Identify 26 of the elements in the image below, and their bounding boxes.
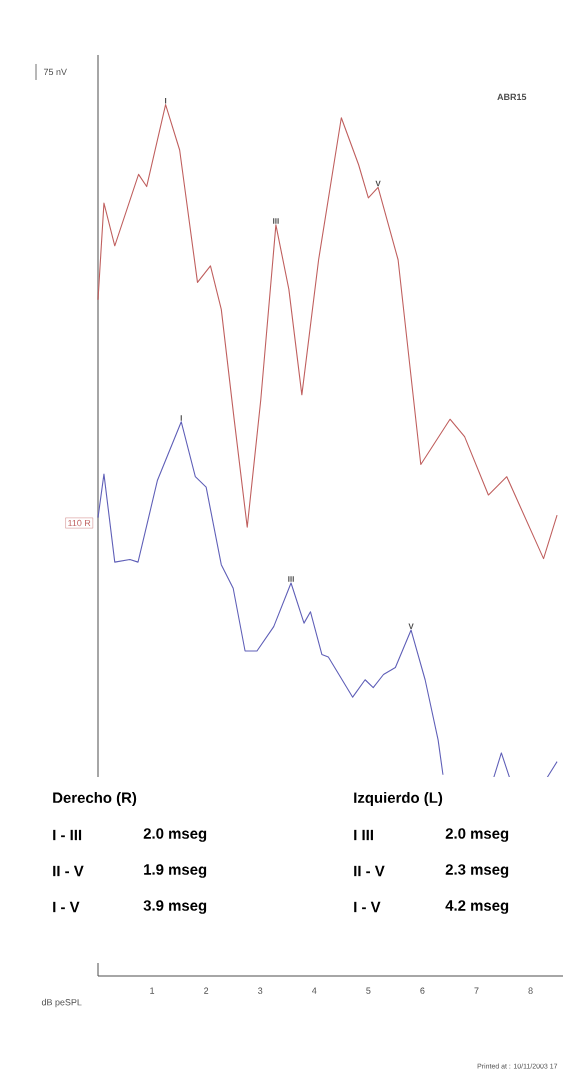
annotation: 2.0 mseg <box>445 828 509 842</box>
annotation: 2.3 mseg <box>445 864 509 878</box>
x-tick-label: 3 <box>258 987 263 994</box>
x-tick-label: 7 <box>474 987 479 994</box>
text: 110 R <box>68 519 91 527</box>
annotation: 4.2 mseg <box>445 900 509 914</box>
annotation: 3.9 mseg <box>143 900 207 914</box>
text: I - V <box>53 901 80 913</box>
x-tick-label: 4 <box>311 987 317 994</box>
annotation: I - V <box>354 901 381 913</box>
x-tick-label: 8 <box>528 987 533 994</box>
x-tick-label: 6 <box>420 987 425 994</box>
text: I - III <box>53 829 82 841</box>
annotation: 1.9 mseg <box>144 864 207 878</box>
x-tick-label: 2 <box>204 987 209 994</box>
text: 75 nV <box>43 68 67 76</box>
x-tick-label: 5 <box>366 987 371 994</box>
annotation: II - V <box>354 865 385 877</box>
x-axis-title: dB peSPL <box>41 998 82 1008</box>
x-tick-label: 1 <box>150 987 155 994</box>
annotation: Izquierdo (L) <box>354 792 443 806</box>
annotation: Derecho (R) <box>53 792 137 806</box>
chart-title: ABR15 <box>497 93 527 101</box>
annotation: 2.0 mseg <box>143 828 207 842</box>
text: II - V <box>53 865 84 877</box>
annotation: I III <box>354 829 373 841</box>
